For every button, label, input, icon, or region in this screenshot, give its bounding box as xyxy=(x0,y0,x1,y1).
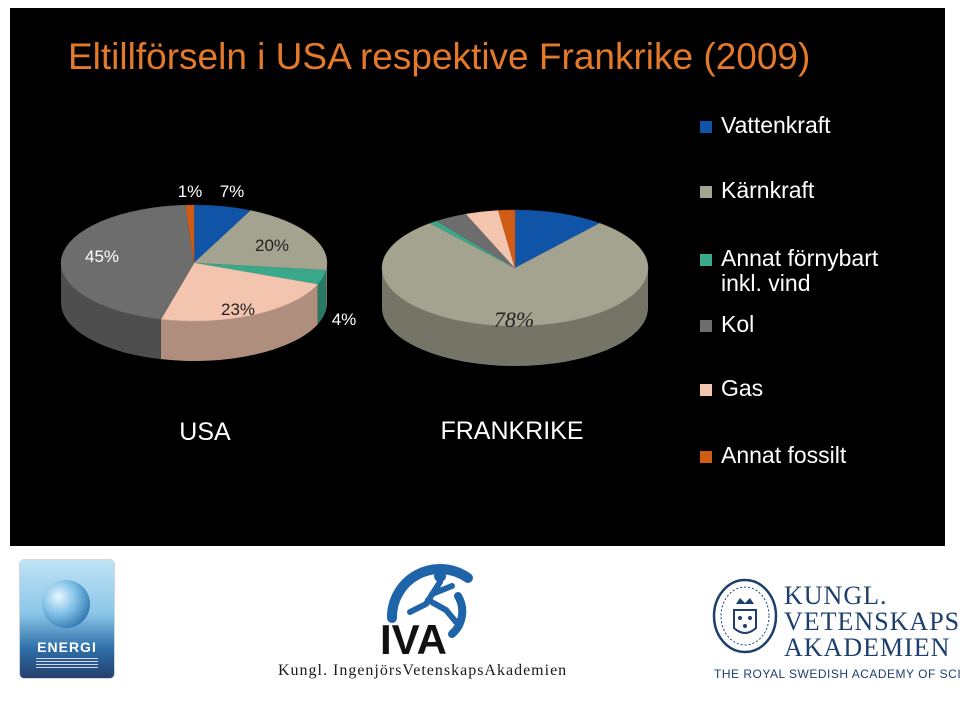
energi-badge-text: ENERGI xyxy=(37,639,97,655)
kva-seal-logo xyxy=(712,578,778,654)
globe-icon xyxy=(42,580,90,628)
kva-name-line3: AKADEMIEN xyxy=(784,633,951,662)
energi-badge-logo: ENERGI xyxy=(20,560,114,678)
kva-english-name: THE ROYAL SWEDISH ACADEMY OF SCIENCES xyxy=(714,667,960,681)
pie-slice-side xyxy=(160,284,318,361)
pie-slice xyxy=(185,204,195,264)
pie-slice-side xyxy=(61,263,161,360)
pie-data-label: 78% xyxy=(494,307,534,332)
pie-slice xyxy=(60,204,195,320)
energi-badge-fineprint xyxy=(36,658,98,670)
pie-data-label: 4% xyxy=(332,310,357,329)
usa-pie-chart: 7% 1% 20% 4% 23% 45% USA xyxy=(60,182,357,446)
iva-full-name: Kungl. IngenjörsVetenskapsAkademien xyxy=(278,662,568,679)
pie-slice xyxy=(160,262,319,322)
pie-slice xyxy=(381,223,649,327)
pie-charts: 7% 1% 20% 4% 23% 45% USA 78% FRANKRIKE xyxy=(60,182,649,446)
pie-slice-side xyxy=(317,270,326,325)
iva-arc-icon xyxy=(386,564,473,623)
pie-slice-side xyxy=(325,263,327,311)
iva-figure-body-icon xyxy=(407,579,459,625)
pie-slice xyxy=(514,209,601,269)
pie-slice xyxy=(193,210,328,271)
pie-slice-side xyxy=(382,268,648,366)
france-pie-chart: 78% FRANKRIKE xyxy=(381,209,649,445)
pie-chart-title: FRANKRIKE xyxy=(440,417,583,445)
kva-name-line2: VETENSKAPS- xyxy=(784,607,960,636)
kva-name-line1: KUNGL. xyxy=(784,581,888,610)
iva-arc-inner-icon xyxy=(448,592,467,638)
iva-figure-head-icon xyxy=(434,570,446,582)
pie-data-label: 7% xyxy=(220,182,245,201)
slide-title: Eltillförseln i USA respektive Frankrike… xyxy=(68,36,811,77)
iva-logo: IVA xyxy=(380,564,473,660)
pie-data-label: 20% xyxy=(255,236,289,255)
pie-data-label: 23% xyxy=(221,300,255,319)
pie-chart-title: USA xyxy=(179,418,231,446)
iva-acronym: IVA xyxy=(380,616,447,660)
pie-data-label: 45% xyxy=(85,247,119,266)
pie-slice xyxy=(498,209,516,269)
pie-data-label: 1% xyxy=(178,182,203,201)
